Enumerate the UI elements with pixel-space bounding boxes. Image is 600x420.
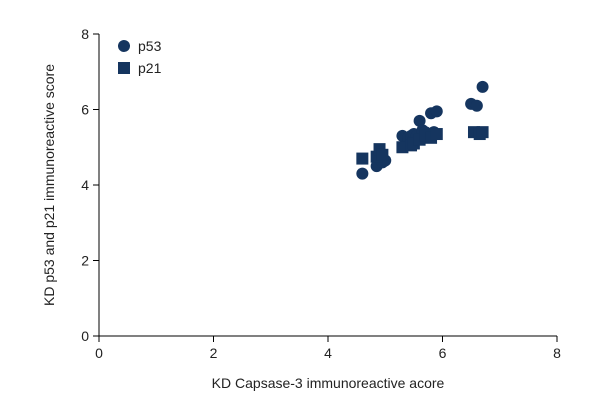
p53-point [430, 105, 443, 118]
p21-point [476, 126, 489, 139]
p53-point [413, 114, 426, 127]
legend-label-p21: p21 [138, 60, 162, 76]
x-tick-label: 4 [324, 345, 332, 361]
p21-point [376, 148, 389, 161]
x-tick-label: 8 [553, 345, 561, 361]
x-tick-label: 6 [439, 345, 447, 361]
x-tick-label: 0 [95, 345, 103, 361]
p53-point [470, 99, 483, 112]
x-axis-label: KD Capsase-3 immunoreactive acore [212, 375, 445, 391]
legend-p53-marker [118, 40, 130, 52]
y-tick-label: 4 [81, 177, 89, 193]
y-tick-label: 2 [81, 253, 89, 269]
y-tick-label: 8 [81, 26, 89, 42]
legend-label-p53: p53 [138, 38, 162, 54]
plot-area: 0 2 4 6 8 0 2 4 6 8 [81, 26, 561, 361]
p21-point [430, 128, 443, 141]
y-axis-label: KD p53 and p21 immunoreactive score [41, 64, 57, 306]
p53-point [356, 167, 369, 180]
x-tick-label: 2 [210, 345, 218, 361]
p21-point [356, 152, 369, 165]
p53-point [476, 80, 489, 93]
data-points [356, 80, 489, 180]
legend-p21-marker [118, 62, 130, 74]
y-tick-label: 6 [81, 102, 89, 118]
y-tick-label: 0 [81, 328, 89, 344]
